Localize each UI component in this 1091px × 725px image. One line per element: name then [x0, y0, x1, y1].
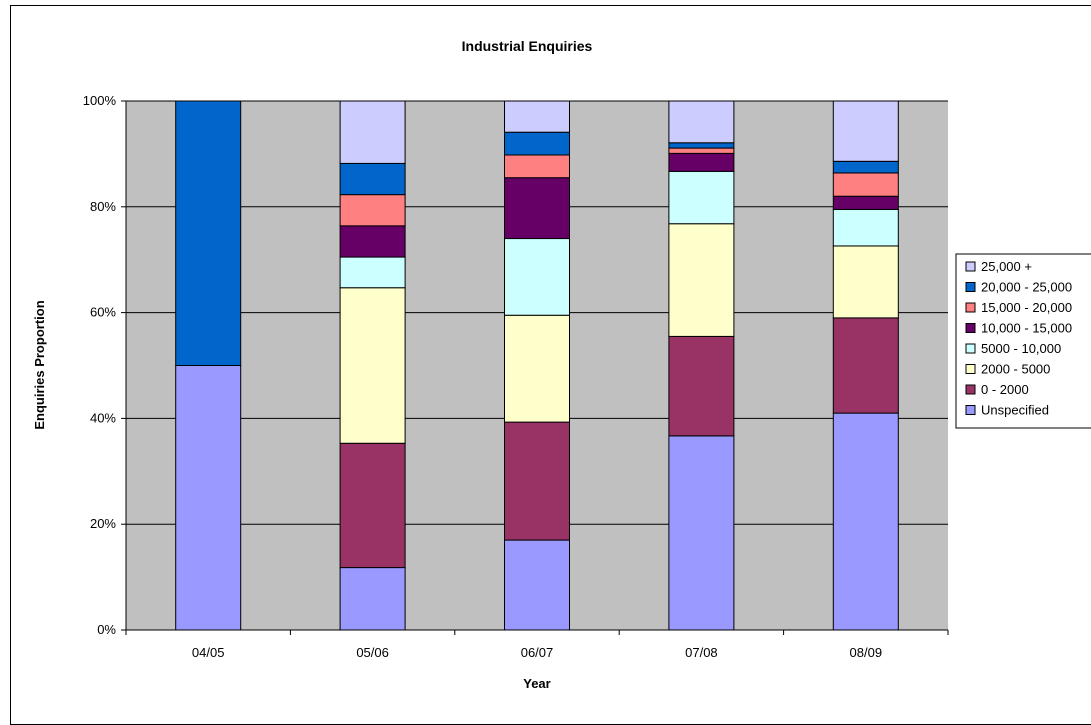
bar-segment — [504, 154, 570, 179]
bar-segment — [504, 421, 570, 541]
legend-label: 15,000 - 20,000 — [981, 300, 1072, 315]
bar-segment — [832, 195, 899, 210]
bar-segment — [668, 435, 735, 631]
bar-segment — [832, 245, 899, 319]
bar-segment — [504, 131, 570, 156]
bar-segment — [339, 287, 406, 444]
x-tick-label: 06/07 — [521, 645, 554, 660]
bar-segment — [504, 177, 570, 240]
legend-label: 10,000 - 15,000 — [981, 321, 1072, 336]
bar-segment — [668, 223, 735, 337]
bar-segment — [504, 314, 570, 423]
x-tick-labels: 04/05 05/06 06/07 07/08 08/09 — [192, 645, 882, 660]
bar-segment — [339, 256, 406, 289]
x-axis-title: Year — [523, 676, 550, 691]
bar-segment — [175, 365, 242, 631]
legend-label: 5000 - 10,000 — [981, 341, 1061, 356]
legend-label: Unspecified — [981, 403, 1049, 418]
legend-swatch — [965, 384, 976, 395]
legend-swatch — [965, 261, 976, 272]
bar-segment — [832, 172, 899, 197]
legend-label: 0 - 2000 — [981, 382, 1029, 397]
y-tick-label: 80% — [90, 199, 116, 214]
bar-segment — [339, 442, 406, 569]
bar-segment — [668, 152, 735, 172]
axes — [121, 100, 949, 635]
y-tick-label: 100% — [83, 93, 117, 108]
legend-items: 25,000 + 20,000 - 25,000 15,000 - 20,000 10… — [965, 259, 1072, 418]
legend: 25,000 + 20,000 - 25,000 15,000 - 20,000 10… — [955, 253, 1091, 429]
x-tick-label: 08/09 — [850, 645, 883, 660]
legend-label: 25,000 + — [981, 259, 1032, 274]
legend-label: 20,000 - 25,000 — [981, 280, 1072, 295]
bar-segment — [504, 238, 570, 316]
bar-segment — [668, 142, 735, 149]
bar-segment — [504, 539, 570, 631]
y-tick-label: 40% — [90, 410, 116, 425]
y-tick-label: 60% — [90, 305, 116, 320]
y-tick-labels: 0% 20% 40% 60% 80% 100% — [83, 93, 117, 637]
bar-segment — [504, 100, 570, 133]
legend-box — [955, 253, 1091, 429]
bar-segment — [175, 100, 242, 366]
bar-segment — [832, 100, 899, 162]
bar-segment — [668, 335, 735, 437]
legend-swatch — [965, 405, 976, 415]
legend-swatch — [965, 302, 976, 313]
bars — [175, 100, 899, 631]
chart-title: Industrial Enquiries — [462, 38, 593, 54]
bar-segment — [339, 567, 406, 631]
bar-segment — [339, 162, 406, 196]
bar-segment — [832, 160, 899, 174]
y-tick-label: 0% — [97, 622, 116, 637]
legend-swatch — [965, 364, 976, 374]
bar-segment — [832, 208, 899, 247]
y-axis-title: Enquiries Proportion — [32, 300, 47, 429]
bar-segment — [668, 170, 735, 225]
x-tick-label: 07/08 — [685, 645, 718, 660]
bar-segment — [832, 412, 899, 631]
bar-segment — [668, 147, 735, 154]
legend-swatch — [965, 282, 976, 292]
y-tick-label: 20% — [90, 516, 116, 531]
legend-swatch — [965, 343, 976, 354]
bar-segment — [339, 100, 406, 164]
bar-segment — [339, 194, 406, 227]
bar-segment — [339, 225, 406, 258]
legend-swatch — [965, 323, 976, 333]
x-tick-label: 05/06 — [356, 645, 389, 660]
bar-segment — [668, 100, 735, 144]
x-tick-label: 04/05 — [192, 645, 225, 660]
legend-label: 2000 - 5000 — [981, 362, 1050, 377]
bar-segment — [832, 317, 899, 414]
chart-svg: Industrial Enquiries 0%20%40%60%80%100% … — [32, 38, 1091, 691]
